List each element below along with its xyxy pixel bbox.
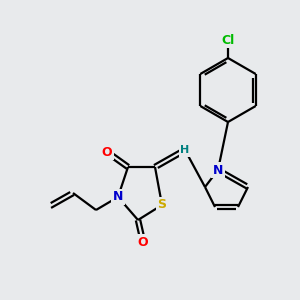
Text: H: H (180, 145, 190, 155)
Text: O: O (138, 236, 148, 248)
Text: O: O (102, 146, 112, 158)
Text: N: N (213, 164, 223, 176)
Text: Cl: Cl (221, 34, 235, 46)
Text: N: N (113, 190, 123, 203)
Text: S: S (158, 199, 166, 212)
